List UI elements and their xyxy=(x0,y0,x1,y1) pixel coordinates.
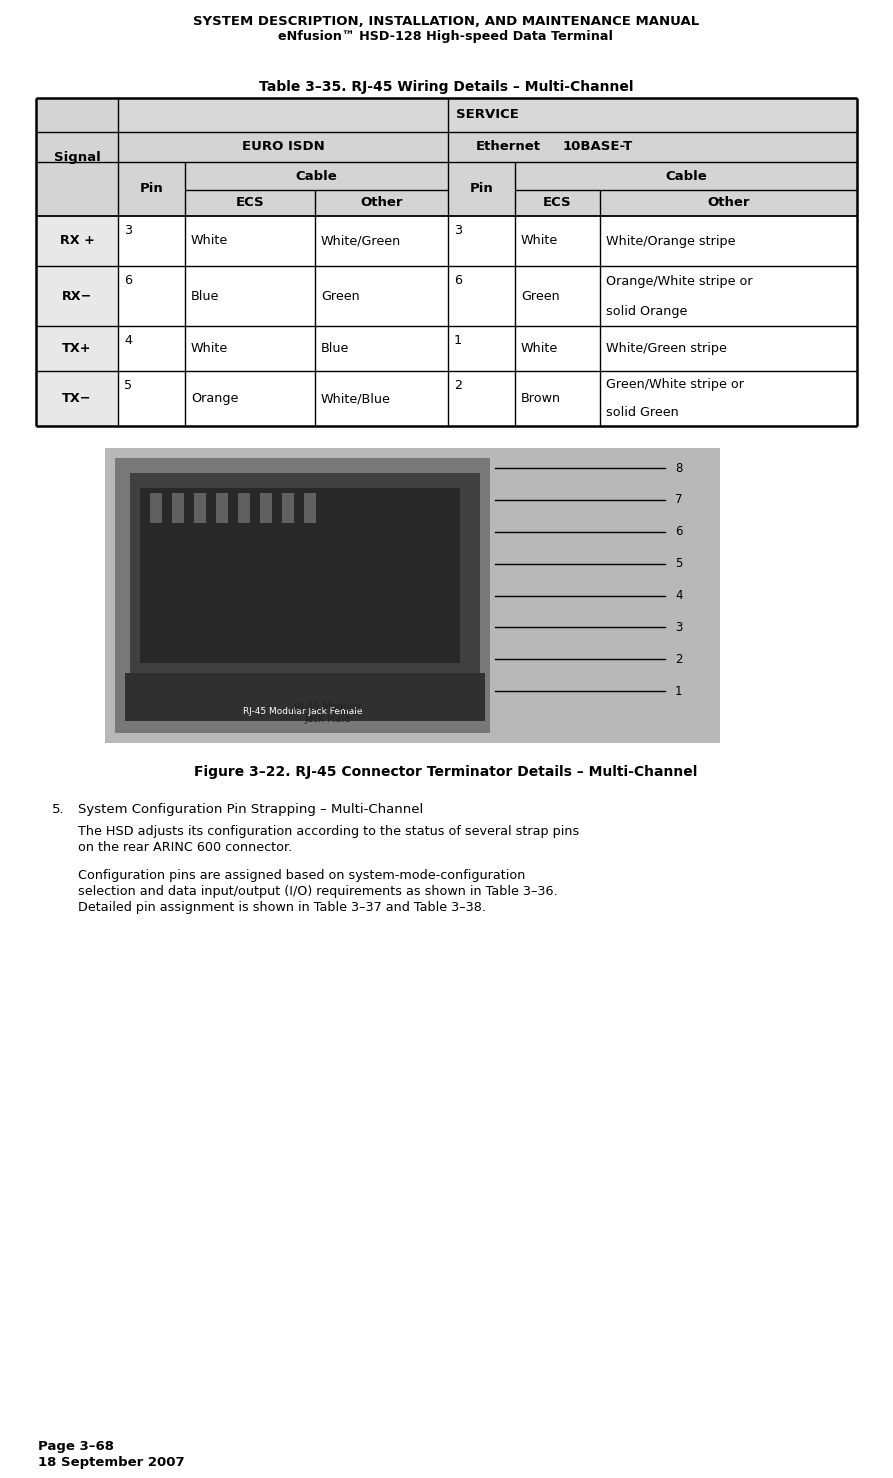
Text: 1: 1 xyxy=(454,334,462,347)
Text: 4: 4 xyxy=(675,590,682,602)
Text: 7: 7 xyxy=(675,494,682,507)
Text: TX+: TX+ xyxy=(63,341,92,355)
Bar xyxy=(118,132,857,163)
Bar xyxy=(36,371,118,426)
Text: 3: 3 xyxy=(124,225,132,236)
Text: Green/White stripe or: Green/White stripe or xyxy=(606,378,744,392)
Text: White: White xyxy=(521,341,558,355)
Text: 8: 8 xyxy=(675,461,682,474)
Text: 5.: 5. xyxy=(52,803,64,816)
Bar xyxy=(36,216,118,266)
Text: Orange: Orange xyxy=(191,392,238,405)
Bar xyxy=(105,448,720,743)
Text: White/Orange stripe: White/Orange stripe xyxy=(606,235,736,247)
Text: RX−: RX− xyxy=(62,290,92,303)
Text: RJ-45 Modular Jack Female: RJ-45 Modular Jack Female xyxy=(243,706,363,715)
Bar xyxy=(115,458,490,733)
Bar xyxy=(118,163,857,216)
Text: Configuration pins are assigned based on system-mode-configuration: Configuration pins are assigned based on… xyxy=(78,869,525,882)
Text: 5: 5 xyxy=(124,378,132,392)
Text: 2: 2 xyxy=(675,653,682,665)
Bar xyxy=(260,494,272,523)
Text: White/Blue: White/Blue xyxy=(321,392,391,405)
Bar xyxy=(282,494,294,523)
Text: Other: Other xyxy=(707,197,750,210)
Bar xyxy=(216,494,228,523)
Text: Pin: Pin xyxy=(470,182,493,195)
Text: 6: 6 xyxy=(454,273,462,287)
Text: 5: 5 xyxy=(675,557,682,571)
Text: 6: 6 xyxy=(124,273,132,287)
Bar xyxy=(150,494,162,523)
Text: selection and data input/output (I/O) requirements as shown in Table 3–36.: selection and data input/output (I/O) re… xyxy=(78,885,557,899)
Text: White/Green stripe: White/Green stripe xyxy=(606,341,727,355)
Text: Cable: Cable xyxy=(296,170,338,182)
Text: solid Green: solid Green xyxy=(606,406,679,418)
Bar xyxy=(125,672,485,721)
Text: Green: Green xyxy=(321,290,360,303)
Text: 10BASE-T: 10BASE-T xyxy=(563,140,633,154)
Text: eNfusion™ HSD-128 High-speed Data Terminal: eNfusion™ HSD-128 High-speed Data Termin… xyxy=(279,30,613,43)
Text: solid Orange: solid Orange xyxy=(606,304,688,318)
Text: Page 3–68: Page 3–68 xyxy=(38,1440,114,1453)
Bar xyxy=(140,488,460,664)
Bar xyxy=(304,494,316,523)
Bar xyxy=(36,327,857,371)
Bar xyxy=(172,494,184,523)
Bar xyxy=(36,98,118,216)
Text: SYSTEM DESCRIPTION, INSTALLATION, AND MAINTENANCE MANUAL: SYSTEM DESCRIPTION, INSTALLATION, AND MA… xyxy=(193,15,699,28)
Bar xyxy=(194,494,206,523)
Bar xyxy=(36,371,857,426)
Text: 3: 3 xyxy=(454,225,462,236)
Text: ECS: ECS xyxy=(543,197,572,210)
Bar xyxy=(238,494,250,523)
Text: Table 3–35. RJ-45 Wiring Details – Multi-Channel: Table 3–35. RJ-45 Wiring Details – Multi… xyxy=(259,80,633,95)
Text: Signal: Signal xyxy=(54,151,100,164)
Text: Green: Green xyxy=(521,290,560,303)
Text: ECS: ECS xyxy=(236,197,264,210)
Text: White: White xyxy=(191,341,229,355)
Text: Other: Other xyxy=(360,197,403,210)
Text: 6: 6 xyxy=(675,525,682,538)
Bar xyxy=(36,266,857,327)
Text: Cable: Cable xyxy=(665,170,707,182)
Text: 4: 4 xyxy=(124,334,132,347)
Bar xyxy=(36,266,118,327)
Text: White: White xyxy=(191,235,229,247)
Text: EURO ISDN: EURO ISDN xyxy=(242,140,324,154)
Text: Figure 3–22. RJ-45 Connector Terminator Details – Multi-Channel: Figure 3–22. RJ-45 Connector Terminator … xyxy=(195,766,697,779)
Text: Pin: Pin xyxy=(139,182,163,195)
Text: White/Green: White/Green xyxy=(321,235,401,247)
Text: 3: 3 xyxy=(675,621,682,634)
Text: Blue: Blue xyxy=(321,341,349,355)
Text: System Configuration Pin Strapping – Multi-Channel: System Configuration Pin Strapping – Mul… xyxy=(78,803,423,816)
Bar xyxy=(36,216,857,266)
Text: 1: 1 xyxy=(675,684,682,698)
Text: SERVICE: SERVICE xyxy=(456,108,519,121)
Text: on the rear ARINC 600 connector.: on the rear ARINC 600 connector. xyxy=(78,841,292,854)
Bar xyxy=(118,98,857,132)
Text: Orange/White stripe or: Orange/White stripe or xyxy=(606,275,753,288)
Text: 18 September 2007: 18 September 2007 xyxy=(38,1456,185,1469)
Text: Brown: Brown xyxy=(521,392,561,405)
Text: RX +: RX + xyxy=(60,235,95,247)
Text: RJ-45 Modular
Jack Male: RJ-45 Modular Jack Male xyxy=(294,702,362,724)
Bar xyxy=(130,473,480,693)
Text: The HSD adjusts its configuration according to the status of several strap pins: The HSD adjusts its configuration accord… xyxy=(78,825,580,838)
Text: Blue: Blue xyxy=(191,290,220,303)
Text: Ethernet: Ethernet xyxy=(476,140,541,154)
Bar xyxy=(36,327,118,371)
Text: Detailed pin assignment is shown in Table 3–37 and Table 3–38.: Detailed pin assignment is shown in Tabl… xyxy=(78,902,486,913)
Text: White: White xyxy=(521,235,558,247)
Text: TX−: TX− xyxy=(63,392,92,405)
Text: 2: 2 xyxy=(454,378,462,392)
